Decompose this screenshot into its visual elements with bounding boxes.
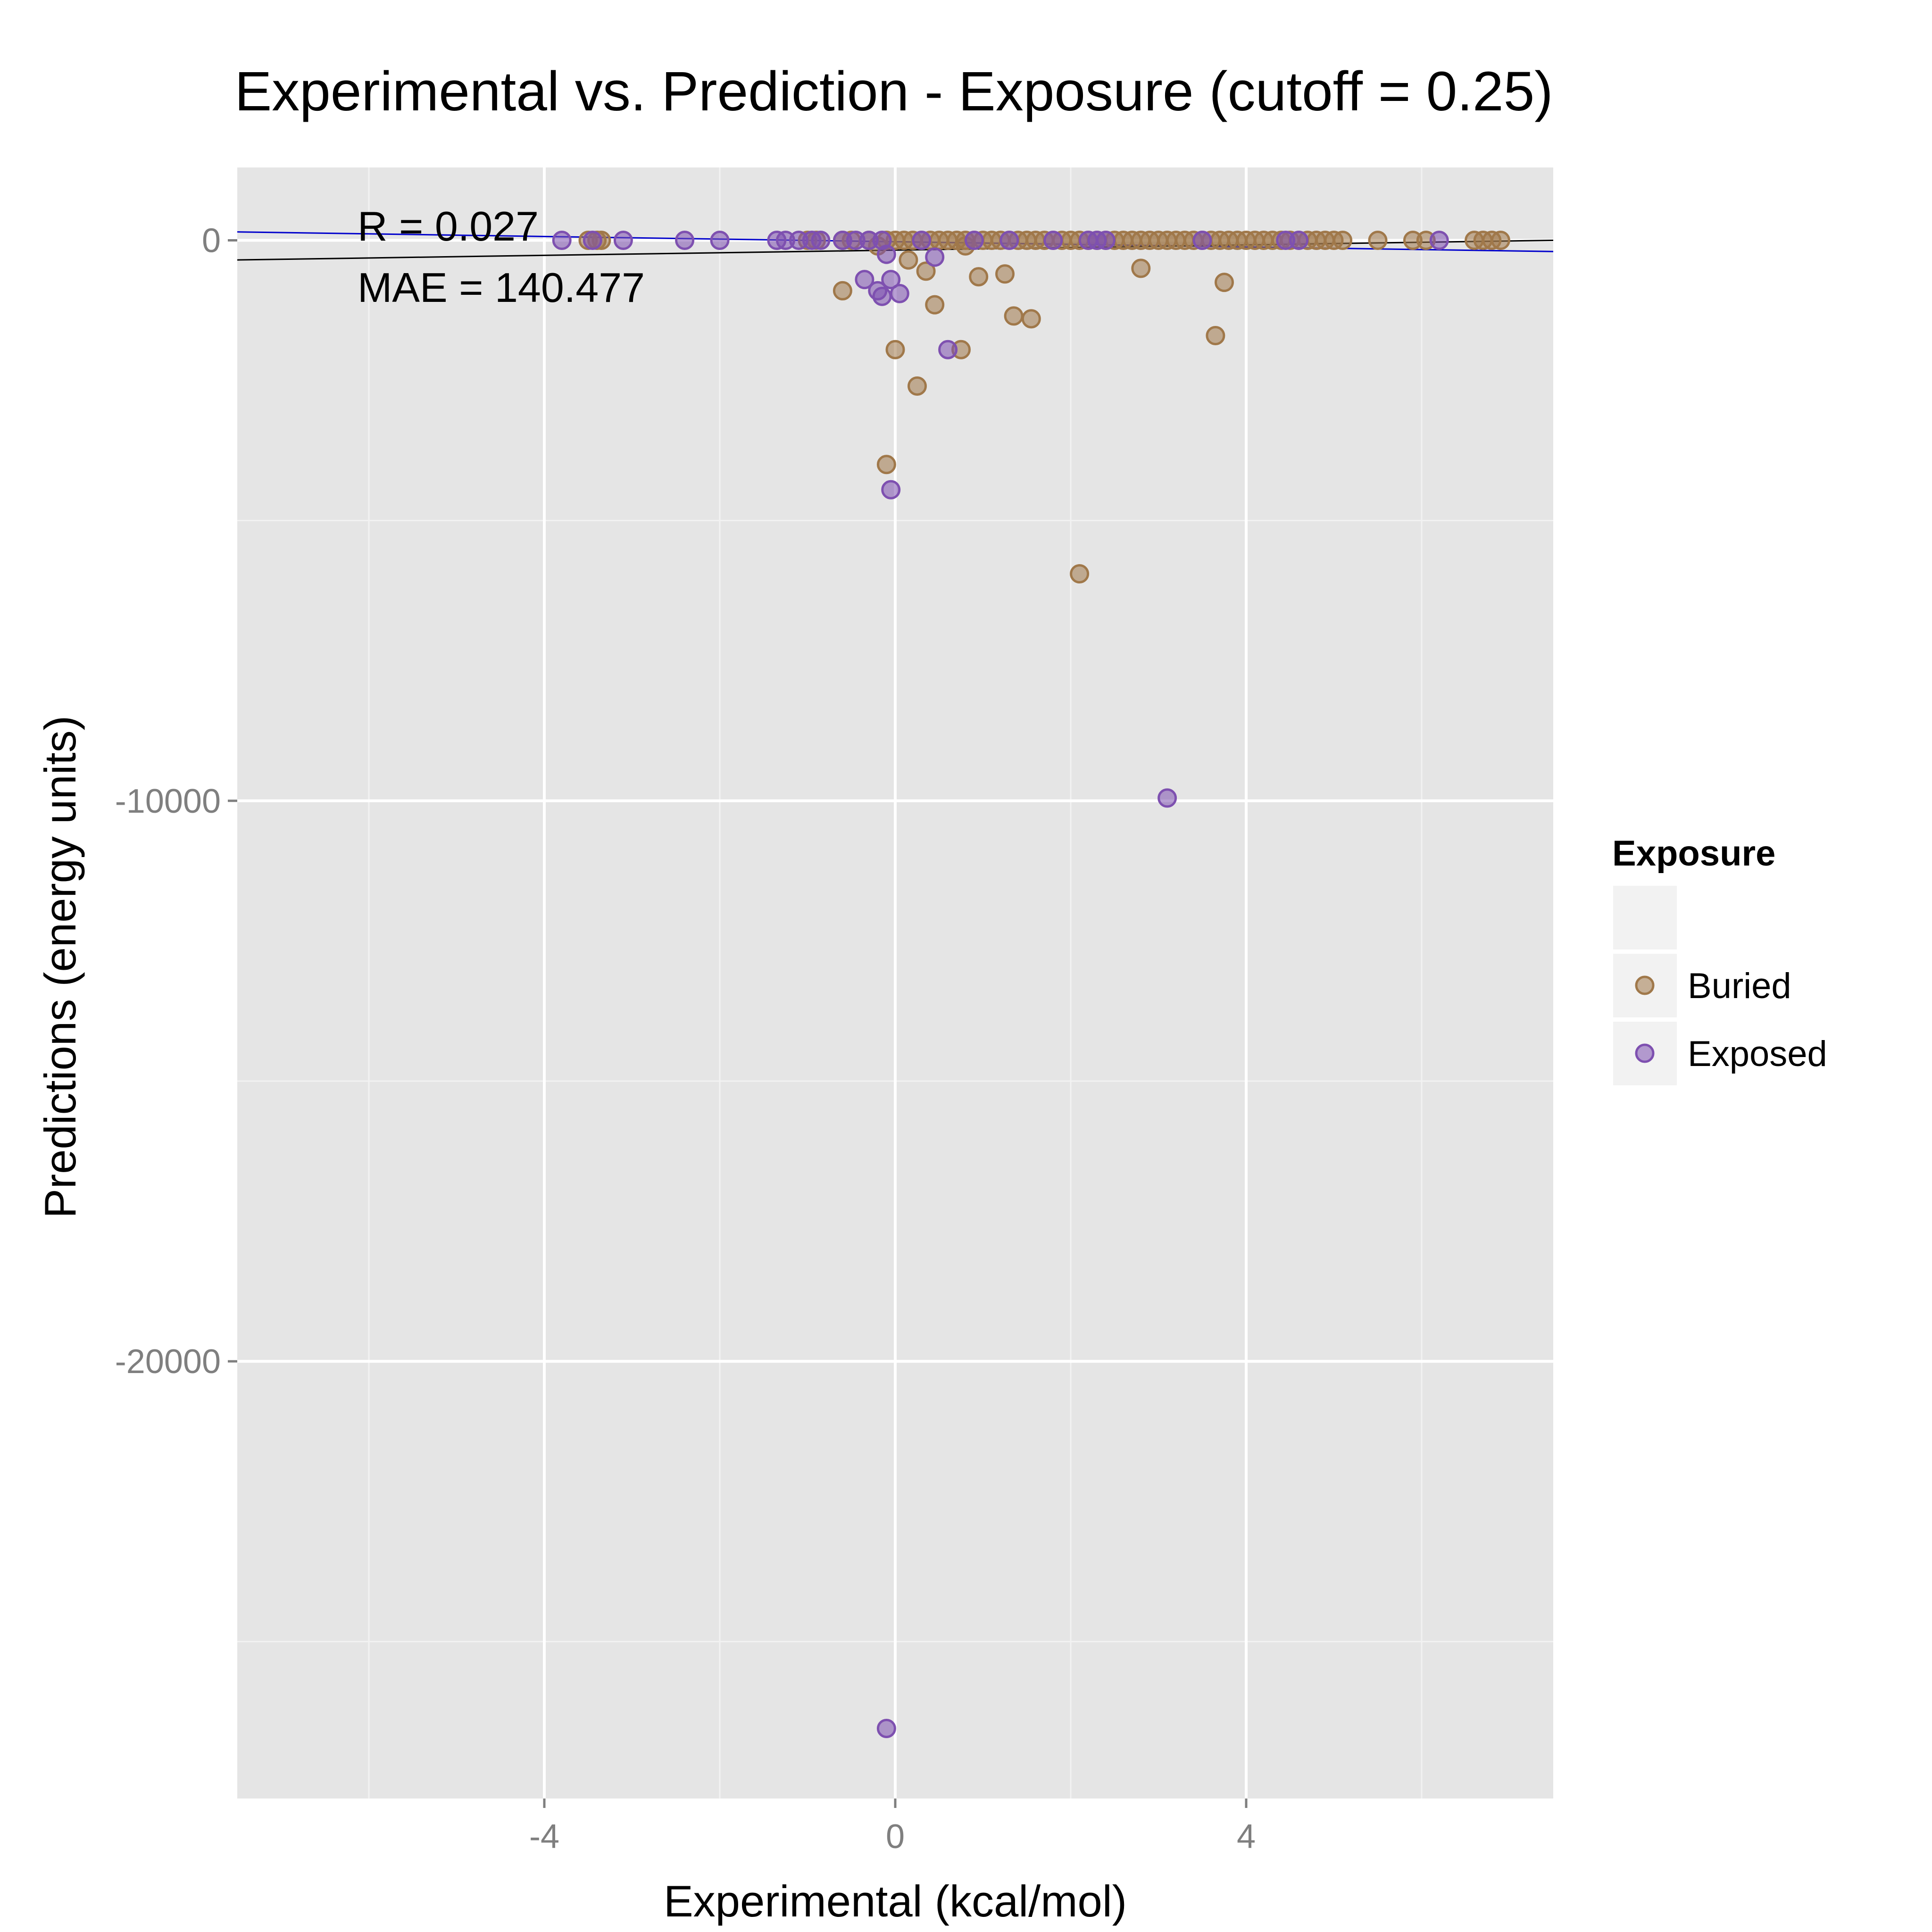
data-point-exposed [872,286,892,306]
x-axis-title: Experimental (kcal/mol) [664,1876,1127,1926]
data-point-exposed [855,270,874,290]
data-point-buried [969,267,989,287]
chart-title: Experimental vs. Prediction - Exposure (… [234,60,1553,123]
data-point-buried [885,340,905,359]
legend-key-blank [1613,886,1677,949]
y-tick-label: 0 [202,222,221,259]
data-point-buried [1004,306,1024,326]
x-tick-label: 4 [1237,1818,1256,1856]
data-point-buried [1333,230,1353,250]
data-point-exposed [1192,230,1212,250]
data-point-exposed [1158,788,1177,808]
data-points [552,230,1510,1738]
legend-label-buried: Buried [1688,966,1791,1006]
data-point-buried [925,295,945,315]
data-point-buried [1491,230,1510,250]
x-axis: -4 0 4 [529,1799,1256,1856]
annotation-r: R = 0.027 [358,203,539,250]
data-point-exposed [613,230,633,250]
data-point-exposed [583,230,602,250]
x-tick-label: -4 [529,1818,559,1856]
data-point-exposed [881,270,901,290]
data-point-exposed [999,230,1019,250]
data-point-buried [995,264,1015,284]
annotation-mae: MAE = 140.477 [358,264,645,311]
data-point-buried [1368,230,1388,250]
data-point-buried [1206,325,1225,345]
legend-marker-exposed [1635,1043,1655,1063]
data-point-exposed [912,230,932,250]
data-point-exposed [925,247,945,267]
data-point-buried [908,376,927,396]
data-point-exposed [1043,230,1063,250]
legend-marker-buried [1635,975,1655,995]
data-point-exposed [890,283,909,303]
data-point-buried [876,455,896,475]
data-point-buried [916,261,936,281]
data-point-buried [1215,273,1234,292]
data-point-buried [899,250,918,270]
legend-title: Exposure [1612,833,1775,874]
data-point-exposed [938,340,958,359]
data-point-exposed [881,480,901,500]
legend: Exposure Buried Exposed [1612,833,1827,1085]
data-point-buried [1021,309,1041,329]
y-axis: 0 -10000 -20000 [115,222,237,1381]
data-point-exposed [675,230,695,250]
x-tick-label: 0 [886,1818,905,1856]
data-point-exposed [964,230,984,250]
data-point-exposed [1096,230,1116,250]
data-point-exposed [876,244,896,264]
data-point-exposed [1429,230,1449,250]
data-point-exposed [811,230,831,250]
y-tick-label: -20000 [115,1343,221,1381]
data-point-exposed [876,1718,896,1738]
y-axis-title: Predictions (energy units) [35,716,85,1218]
data-point-buried [1070,564,1090,584]
data-point-buried [833,281,852,300]
legend-label-exposed: Exposed [1688,1034,1827,1074]
data-point-exposed [710,230,730,250]
data-point-buried [1131,258,1151,278]
data-point-exposed [552,230,572,250]
data-point-exposed [1289,230,1309,250]
y-tick-label: -10000 [115,783,221,820]
